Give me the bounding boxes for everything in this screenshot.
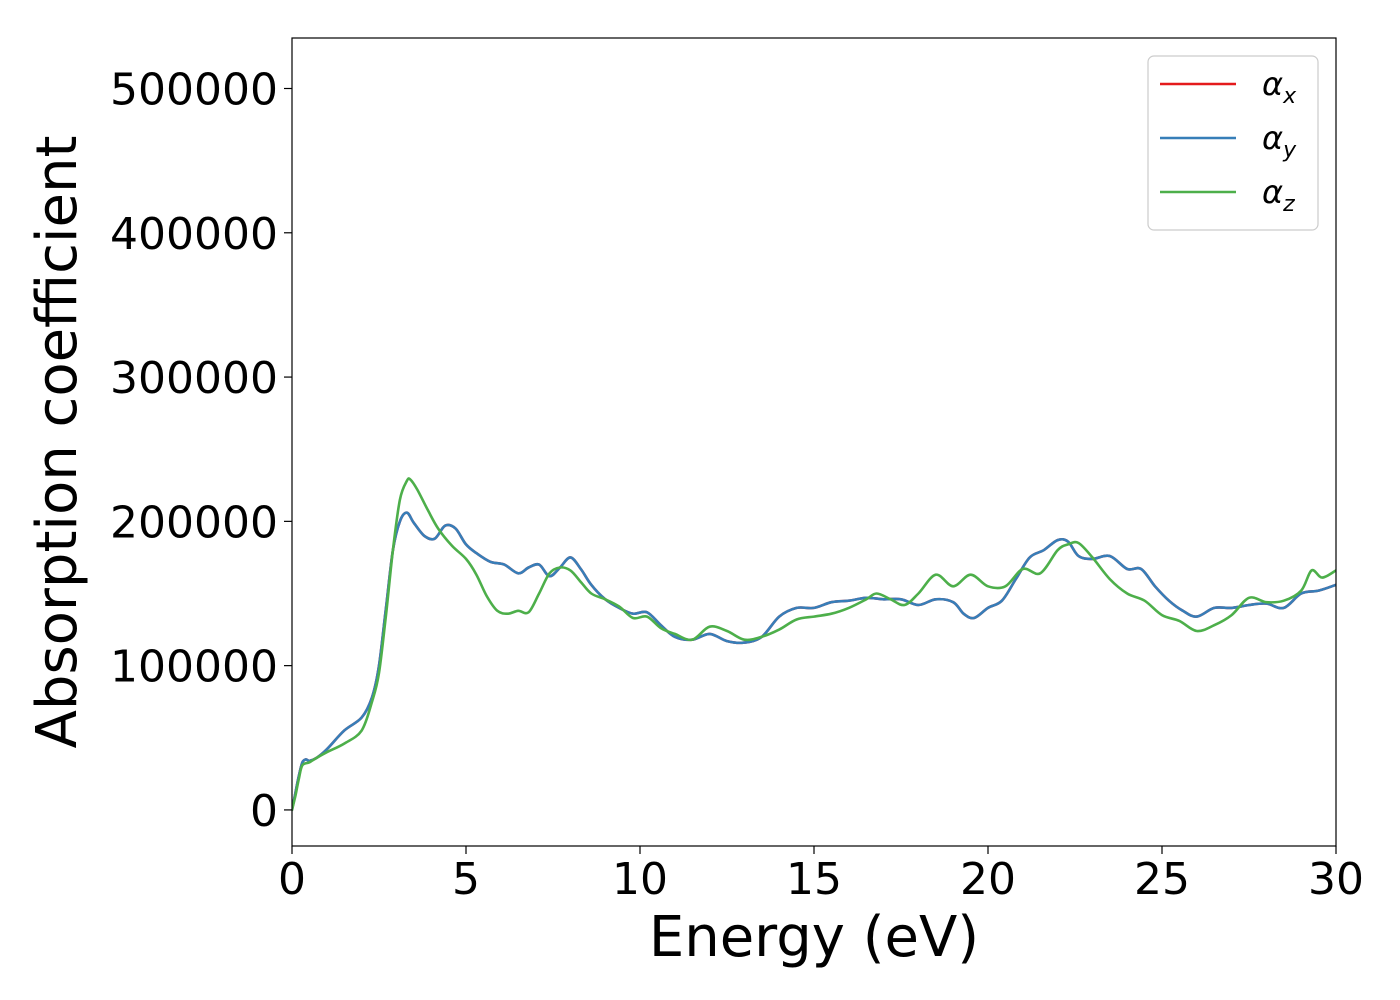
legend-label-y: αy (1262, 119, 1297, 163)
series-line-z (292, 477, 1336, 812)
legend-label-x: αx (1262, 65, 1297, 109)
y-tick-label: 400000 (110, 209, 278, 260)
legend-symbol: α (1262, 119, 1283, 157)
x-tick-label: 30 (1308, 854, 1364, 905)
y-axis-title: Absorption coefficient (25, 136, 90, 749)
y-axis: 0 100000 200000 300000 400000 500000 (110, 65, 292, 837)
x-tick-label: 0 (278, 854, 306, 905)
legend-subscript: x (1282, 84, 1297, 109)
y-tick-label: 500000 (110, 65, 278, 116)
x-tick-label: 15 (786, 854, 842, 905)
y-tick-label: 100000 (110, 642, 278, 693)
legend-label-z: αz (1262, 173, 1295, 217)
legend-subscript: y (1282, 138, 1297, 163)
legend-symbol: α (1262, 173, 1283, 211)
series-layer (292, 477, 1336, 812)
legend-subscript: z (1282, 192, 1295, 217)
y-tick-label: 200000 (110, 497, 278, 548)
x-tick-label: 25 (1134, 854, 1190, 905)
x-tick-label: 20 (960, 854, 1016, 905)
legend-box (1147, 55, 1319, 231)
x-tick-label: 10 (612, 854, 668, 905)
legend-symbol: α (1262, 65, 1283, 103)
x-axis: 0 5 10 15 20 25 30 (278, 846, 1364, 905)
x-tick-label: 5 (452, 854, 480, 905)
x-axis-title: Energy (eV) (649, 905, 979, 970)
y-tick-label: 300000 (110, 353, 278, 404)
y-tick-label: 0 (250, 786, 278, 837)
